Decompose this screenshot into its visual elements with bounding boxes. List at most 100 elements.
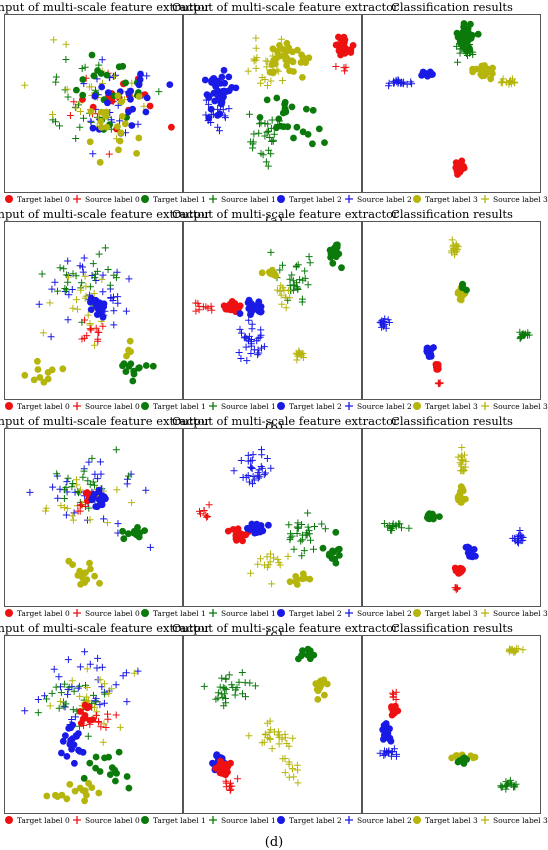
target-point [268,61,276,69]
source-point [50,665,58,673]
source-point [263,553,271,561]
source-point [258,74,266,81]
source-point [436,379,444,387]
target-point [253,520,261,528]
source-point [511,79,519,86]
plus-marker-icon [481,816,489,824]
source-point [458,444,466,451]
legend-item: Target label 1 [140,608,206,618]
source-point [515,539,522,547]
source-point [77,286,85,294]
legend-label: Target label 3 [425,608,478,618]
source-point [64,656,72,664]
source-point [241,679,249,687]
target-point [380,722,388,729]
source-point [458,462,465,470]
source-point [47,333,55,341]
source-point [39,329,47,337]
scatter-plot [385,20,519,178]
source-point [228,681,236,689]
plus-marker-icon [345,609,353,617]
plus-marker-icon [73,402,81,410]
source-point [98,56,106,64]
target-point [333,249,341,256]
legend-item: Source label 1 [208,608,276,618]
source-point [68,512,76,520]
source-point [448,236,456,244]
source-point [49,111,56,118]
legend-item: Source label 1 [208,194,276,204]
target-point [459,485,466,492]
target-point [87,298,94,306]
target-point [86,138,94,146]
source-point [76,692,84,700]
source-point [66,112,74,119]
target-point [309,140,316,148]
target-point [112,777,119,785]
source-point [64,474,72,482]
legend-label: Source label 3 [493,608,548,618]
target-point [255,304,263,312]
target-point [87,565,94,573]
target-point [92,764,99,772]
source-point [69,516,77,524]
legend-item: Target label 1 [140,401,206,411]
target-point [227,303,234,311]
source-point [519,646,527,654]
source-point [245,316,253,324]
target-point [460,34,467,41]
target-point [288,103,296,111]
target-point [303,105,310,113]
source-point [99,288,107,296]
target-point [391,709,398,717]
source-point [278,77,286,84]
plus-marker-icon [209,195,217,203]
source-point [245,732,253,740]
source-point [289,765,296,773]
target-point [133,150,141,157]
source-point [107,294,115,301]
source-point [86,660,94,668]
source-point [60,495,68,502]
target-point [89,716,97,723]
legend-item: Target label 0 [4,815,70,825]
source-point [388,748,396,756]
source-point [235,678,243,686]
source-point [83,665,91,673]
legend-item: Target label 0 [4,401,70,411]
panel-title: Input of multi-scale feature extractor [0,621,210,635]
target-point [122,79,129,87]
legend-item: Source label 1 [208,815,276,825]
source-point [519,536,527,544]
scatter-plot [196,446,343,588]
source-point [299,276,307,284]
source-point [53,470,61,478]
source-point [243,357,251,365]
source-point [197,510,204,518]
legend-item: Source label 2 [344,194,412,204]
target-point [118,113,126,120]
source-point [55,704,63,712]
target-point [487,75,495,83]
source-point [459,466,467,474]
target-point [285,47,293,54]
target-point [305,651,312,658]
source-point [101,244,109,252]
source-point [81,503,89,510]
target-point [73,86,80,94]
target-point [255,298,263,306]
source-point [21,81,29,89]
source-point [212,695,220,703]
source-point [502,78,510,86]
source-point [270,554,278,562]
source-point [87,326,95,334]
target-point [299,74,306,81]
legend-item: Source label 2 [344,401,412,411]
source-point [514,533,522,540]
target-point [224,527,232,535]
source-point [77,486,84,494]
source-point [116,723,124,731]
source-point [208,306,216,314]
source-point [332,63,340,70]
source-point [214,123,222,131]
